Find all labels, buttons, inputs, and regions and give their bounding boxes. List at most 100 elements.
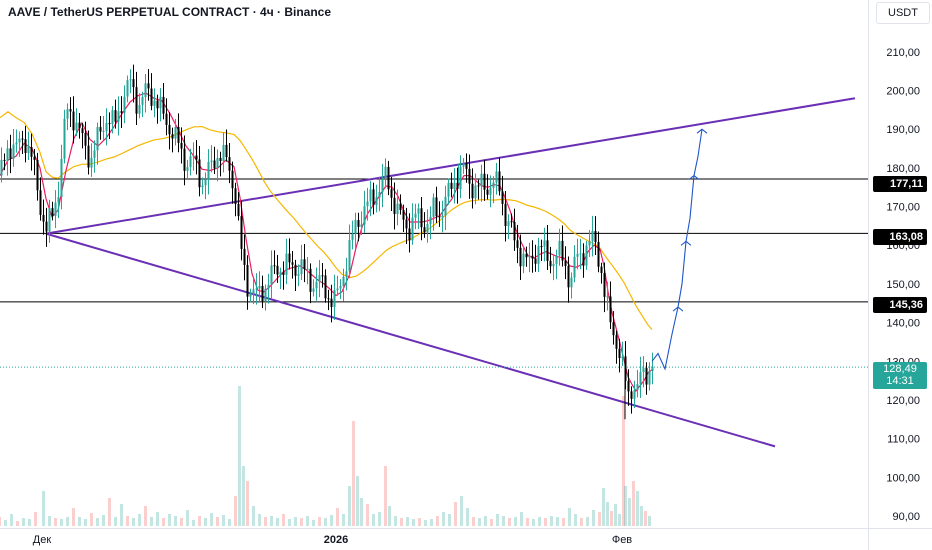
price-axis-bg <box>868 0 932 550</box>
candle-body <box>606 296 609 298</box>
candle-body <box>372 189 375 206</box>
candle-body <box>381 177 384 193</box>
candle-body <box>510 221 513 223</box>
candle-body <box>630 391 633 399</box>
volume-bar <box>418 518 421 526</box>
candle-body <box>306 268 309 270</box>
candle-body <box>450 182 453 190</box>
volume-bar <box>306 516 309 526</box>
candle-body <box>465 163 468 169</box>
price-axis[interactable]: 90,00100,00110,00120,00130,00140,00150,0… <box>868 0 932 550</box>
volume-bar <box>132 518 135 526</box>
volume-bar <box>318 517 321 526</box>
candle-body <box>216 157 219 169</box>
volume-bar <box>102 515 105 526</box>
volume-bar <box>234 496 237 526</box>
y-tick-label: 110,00 <box>887 434 920 446</box>
candle-body <box>432 197 435 217</box>
candle-body <box>414 213 417 218</box>
horizontal-levels <box>0 178 868 303</box>
y-tick-label: 170,00 <box>886 202 920 214</box>
candle-body <box>351 233 354 240</box>
candle-body <box>72 111 75 131</box>
volume-bar <box>48 516 51 526</box>
candle-body <box>477 185 480 187</box>
candle-body <box>327 298 330 300</box>
candle-body <box>171 134 174 139</box>
candle-body <box>267 284 270 289</box>
y-tick-label: 200,00 <box>886 86 920 98</box>
volume-bar <box>300 518 303 526</box>
volume-bar <box>384 466 387 526</box>
y-tick-label: 190,00 <box>886 124 920 136</box>
volume-bar <box>636 491 639 526</box>
current-price-value: 128,49 <box>883 363 917 375</box>
volume-bar <box>270 516 273 526</box>
volume-bar <box>400 518 403 526</box>
candle-body <box>378 192 381 198</box>
candle-body <box>402 210 405 220</box>
candle-body <box>258 285 261 289</box>
volume-bar <box>442 512 445 526</box>
candle-body <box>621 356 624 359</box>
candle-body <box>51 208 54 216</box>
candle-body <box>441 215 444 218</box>
candle-body <box>594 230 597 243</box>
candle-body <box>33 156 36 160</box>
candle-body <box>492 182 495 188</box>
volume-bar <box>430 519 433 526</box>
volume-bar <box>366 504 369 526</box>
x-tick-label: Фев <box>612 534 632 546</box>
candle-body <box>324 275 327 299</box>
candle-body <box>429 216 432 225</box>
volume-bar <box>90 513 93 526</box>
candle-body <box>144 83 147 98</box>
candle-body <box>528 255 531 258</box>
volume-bar <box>550 516 553 526</box>
candle-body <box>384 166 387 178</box>
candle-body <box>459 166 462 189</box>
candle-body <box>123 96 126 113</box>
candle-body <box>225 144 228 158</box>
candle-body <box>648 370 651 385</box>
candle-body <box>156 100 159 109</box>
volume-bar <box>514 517 517 526</box>
volume-bar <box>10 514 13 526</box>
volume-bar <box>264 517 267 526</box>
trendlines <box>45 97 856 448</box>
volume-bar <box>436 516 439 526</box>
candle-body <box>168 124 171 135</box>
volume-bar <box>460 496 463 526</box>
candle-body <box>90 157 93 168</box>
volume-bar <box>352 421 355 526</box>
candle-body <box>582 253 585 266</box>
volume-bar <box>562 518 565 526</box>
volume-bar <box>406 517 409 526</box>
y-tick-label: 90,00 <box>892 511 920 523</box>
candle-body <box>9 148 12 159</box>
time-axis[interactable]: Дек 2026 Фев <box>0 528 932 550</box>
candle-body <box>348 239 351 272</box>
volume-bar <box>210 513 213 526</box>
currency-button[interactable]: USDT <box>876 2 930 24</box>
price-tag-177: 177,11 <box>873 176 927 192</box>
candle-body <box>597 242 600 267</box>
volume-bar <box>324 518 327 526</box>
candle-body <box>438 216 441 218</box>
volume-bar <box>520 512 523 526</box>
candle-body <box>315 281 318 289</box>
candle-body <box>27 147 30 154</box>
candle-body <box>420 208 423 228</box>
candle-countdown: 14:31 <box>886 375 914 387</box>
candle-body <box>174 126 177 139</box>
volume-bar <box>72 508 75 526</box>
candle-body <box>345 271 348 277</box>
candle-body <box>84 133 87 146</box>
volume-bar <box>222 515 225 526</box>
candle-body <box>228 157 231 171</box>
volume-bar <box>78 517 81 526</box>
candle-body <box>627 380 630 392</box>
volume-bar <box>602 488 605 526</box>
candle-body <box>273 265 276 267</box>
